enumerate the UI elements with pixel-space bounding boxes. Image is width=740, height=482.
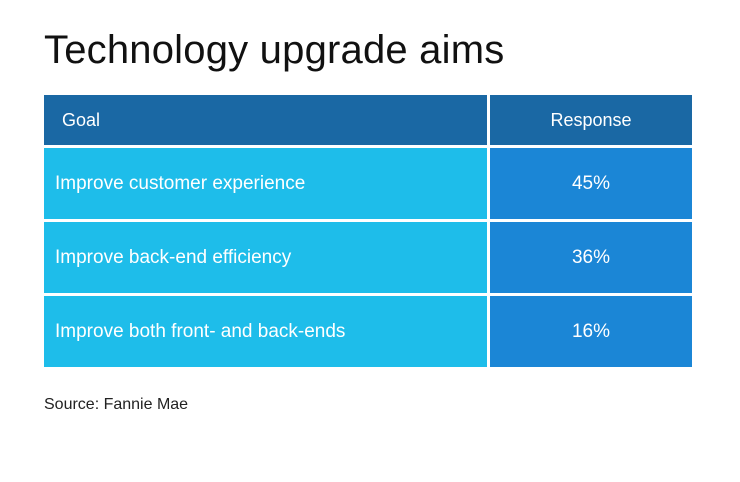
table-header-row: Goal Response <box>44 95 692 145</box>
table-row: Improve back-end efficiency 36% <box>44 222 692 293</box>
table-row: Improve customer experience 45% <box>44 148 692 219</box>
data-table: Goal Response Improve customer experienc… <box>44 95 692 370</box>
goal-cell: Improve customer experience <box>44 148 487 219</box>
source-note: Source: Fannie Mae <box>44 396 189 413</box>
header-goal: Goal <box>44 95 487 145</box>
table-row: Improve both front- and back-ends 16% <box>44 296 692 367</box>
header-response: Response <box>490 95 692 145</box>
goal-cell: Improve both front- and back-ends <box>44 296 487 367</box>
chart-title: Technology upgrade aims <box>44 28 505 72</box>
response-cell: 45% <box>490 148 692 219</box>
response-cell: 36% <box>490 222 692 293</box>
response-cell: 16% <box>490 296 692 367</box>
goal-cell: Improve back-end efficiency <box>44 222 487 293</box>
